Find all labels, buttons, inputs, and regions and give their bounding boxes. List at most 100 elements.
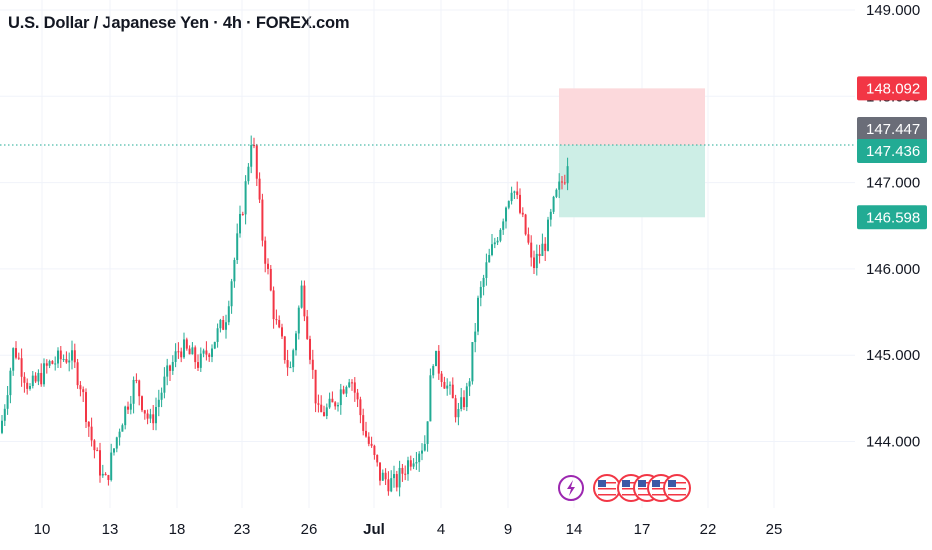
candle — [367, 436, 370, 444]
take-profit-price-label — [857, 205, 927, 230]
candle — [225, 322, 227, 330]
flag-canton — [638, 480, 646, 487]
candle — [191, 347, 194, 355]
candle — [104, 473, 107, 476]
candle — [471, 342, 474, 382]
candle — [547, 219, 549, 251]
candle — [79, 385, 82, 390]
candle — [6, 395, 9, 409]
candle — [435, 350, 437, 367]
candle — [183, 339, 185, 358]
last-price-price-text: 147.447 — [866, 121, 920, 138]
candle — [51, 361, 54, 364]
candle — [409, 460, 412, 467]
candle — [264, 240, 267, 264]
candle — [180, 351, 183, 358]
candle — [99, 450, 101, 476]
candle — [418, 453, 421, 463]
candle — [289, 367, 292, 369]
candle — [446, 385, 449, 389]
candle — [9, 370, 12, 396]
candle — [541, 243, 544, 256]
lightning-event-icon — [558, 475, 584, 501]
candle — [370, 443, 373, 446]
candle — [379, 462, 381, 481]
candle — [87, 421, 90, 427]
candle — [213, 341, 216, 349]
flag-canton — [598, 480, 606, 487]
candle — [29, 386, 31, 389]
candle — [463, 397, 465, 408]
candle — [82, 389, 85, 393]
candle — [513, 191, 516, 193]
candle — [309, 338, 311, 360]
price-tick-label: 149.000 — [866, 2, 920, 19]
flag-stripe — [598, 488, 616, 490]
candle — [118, 431, 121, 438]
candle — [295, 333, 297, 351]
candle — [73, 350, 76, 363]
time-tick-label: 4 — [437, 521, 445, 538]
candle — [222, 319, 225, 330]
candle — [507, 201, 510, 208]
candle — [241, 213, 244, 215]
candle — [146, 413, 149, 419]
candle — [351, 382, 353, 384]
candle — [395, 474, 398, 488]
candle — [449, 384, 451, 386]
candle — [325, 407, 328, 417]
entry-price-label — [857, 138, 927, 163]
price-labels: 148.092 147.447 147.436 146.598 — [857, 76, 927, 230]
candle — [437, 350, 440, 374]
candle — [177, 351, 180, 353]
candle — [465, 386, 468, 408]
candle — [412, 463, 415, 467]
candle — [334, 402, 337, 407]
candle — [479, 286, 482, 298]
candle — [404, 473, 407, 475]
candle — [23, 376, 26, 383]
candle — [171, 361, 174, 371]
stop-loss-price-label — [857, 76, 927, 101]
time-tick-label: 22 — [700, 521, 717, 538]
flag-stripe — [668, 482, 686, 484]
candle — [300, 285, 303, 308]
stop-loss-zone — [559, 88, 705, 145]
time-tick-label: 25 — [766, 521, 783, 538]
candle — [384, 472, 387, 480]
candle — [505, 207, 507, 222]
flag-stripe — [652, 491, 670, 493]
candle — [387, 479, 390, 492]
flag-stripe — [668, 491, 686, 493]
candle — [174, 351, 177, 362]
flag-stripe — [598, 482, 616, 484]
lightning-glyph — [567, 480, 575, 496]
candle — [96, 450, 99, 452]
candle — [244, 181, 247, 215]
candle — [502, 221, 505, 230]
flag-stripe — [638, 488, 656, 490]
flag-stripe — [668, 485, 686, 487]
candle — [314, 369, 317, 404]
candle — [339, 389, 342, 406]
candle — [401, 467, 404, 474]
candle — [15, 348, 17, 358]
candle — [519, 194, 521, 213]
candle — [496, 240, 499, 243]
candle — [482, 277, 485, 287]
time-tick-label: 9 — [504, 521, 512, 538]
candle — [485, 262, 488, 278]
candle — [149, 414, 152, 419]
flag-stripe — [652, 485, 670, 487]
flag-stripe — [622, 494, 640, 496]
candle — [390, 478, 393, 492]
flag-stripe — [668, 488, 686, 490]
flag-canton — [652, 480, 660, 487]
candle — [311, 359, 314, 370]
candle — [188, 348, 191, 355]
candle — [194, 347, 197, 363]
candle — [269, 268, 272, 291]
candle — [353, 382, 356, 393]
candle — [566, 166, 569, 184]
